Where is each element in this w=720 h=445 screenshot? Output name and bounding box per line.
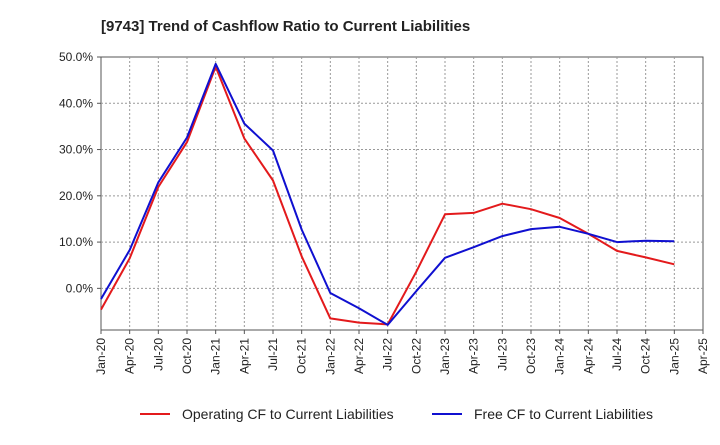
plot-area	[100, 56, 704, 331]
x-tick-label: Jan-25	[667, 338, 681, 375]
x-tick-label: Jan-22	[323, 338, 337, 375]
legend-label-1: Operating CF to Current Liabilities	[182, 406, 394, 422]
x-tick-label: Jan-20	[94, 338, 108, 375]
x-tick-label: Apr-25	[696, 338, 710, 374]
series-group	[100, 62, 675, 326]
x-tick-label: Jan-21	[209, 338, 223, 375]
x-tick-label: Jul-20	[151, 338, 165, 371]
series-line-2	[100, 62, 675, 326]
x-tick-label: Apr-24	[581, 338, 595, 374]
x-tick-label: Oct-22	[409, 338, 423, 374]
plot-frame	[100, 56, 704, 331]
y-tick-label: 0.0%	[66, 281, 94, 295]
x-tick-label: Apr-21	[237, 338, 251, 374]
x-tick-label: Oct-23	[524, 338, 538, 374]
x-tick-label: Jan-23	[438, 338, 452, 375]
x-tick-label: Jul-23	[495, 338, 509, 371]
x-tick-label: Jan-24	[553, 338, 567, 375]
x-tick-label: Apr-22	[352, 338, 366, 374]
x-tick-label: Apr-20	[123, 338, 137, 374]
y-tick-label: 10.0%	[59, 235, 93, 249]
x-tick-label: Oct-24	[639, 338, 653, 374]
y-axis: 50.0% 40.0% 30.0% 20.0% 10.0% 0.0%	[59, 50, 101, 295]
legend: Operating CF to Current Liabilities Free …	[140, 406, 653, 422]
y-tick-label: 40.0%	[59, 96, 93, 110]
x-tick-label: Jul-22	[381, 338, 395, 371]
x-tick-label: Apr-23	[467, 338, 481, 374]
x-tick-label: Oct-20	[180, 338, 194, 374]
y-tick-label: 20.0%	[59, 189, 93, 203]
chart-title: [9743] Trend of Cashflow Ratio to Curren…	[101, 18, 470, 35]
x-tick-label: Jul-21	[266, 338, 280, 371]
x-tick-label: Oct-21	[295, 338, 309, 374]
legend-label-2: Free CF to Current Liabilities	[474, 406, 653, 422]
y-tick-label: 30.0%	[59, 143, 93, 157]
x-axis: Jan-20 Apr-20 Jul-20 Oct-20 Jan-21 Apr-21 Jul-…	[94, 330, 710, 375]
y-tick-label: 50.0%	[59, 50, 93, 64]
x-tick-label: Jul-24	[610, 338, 624, 371]
